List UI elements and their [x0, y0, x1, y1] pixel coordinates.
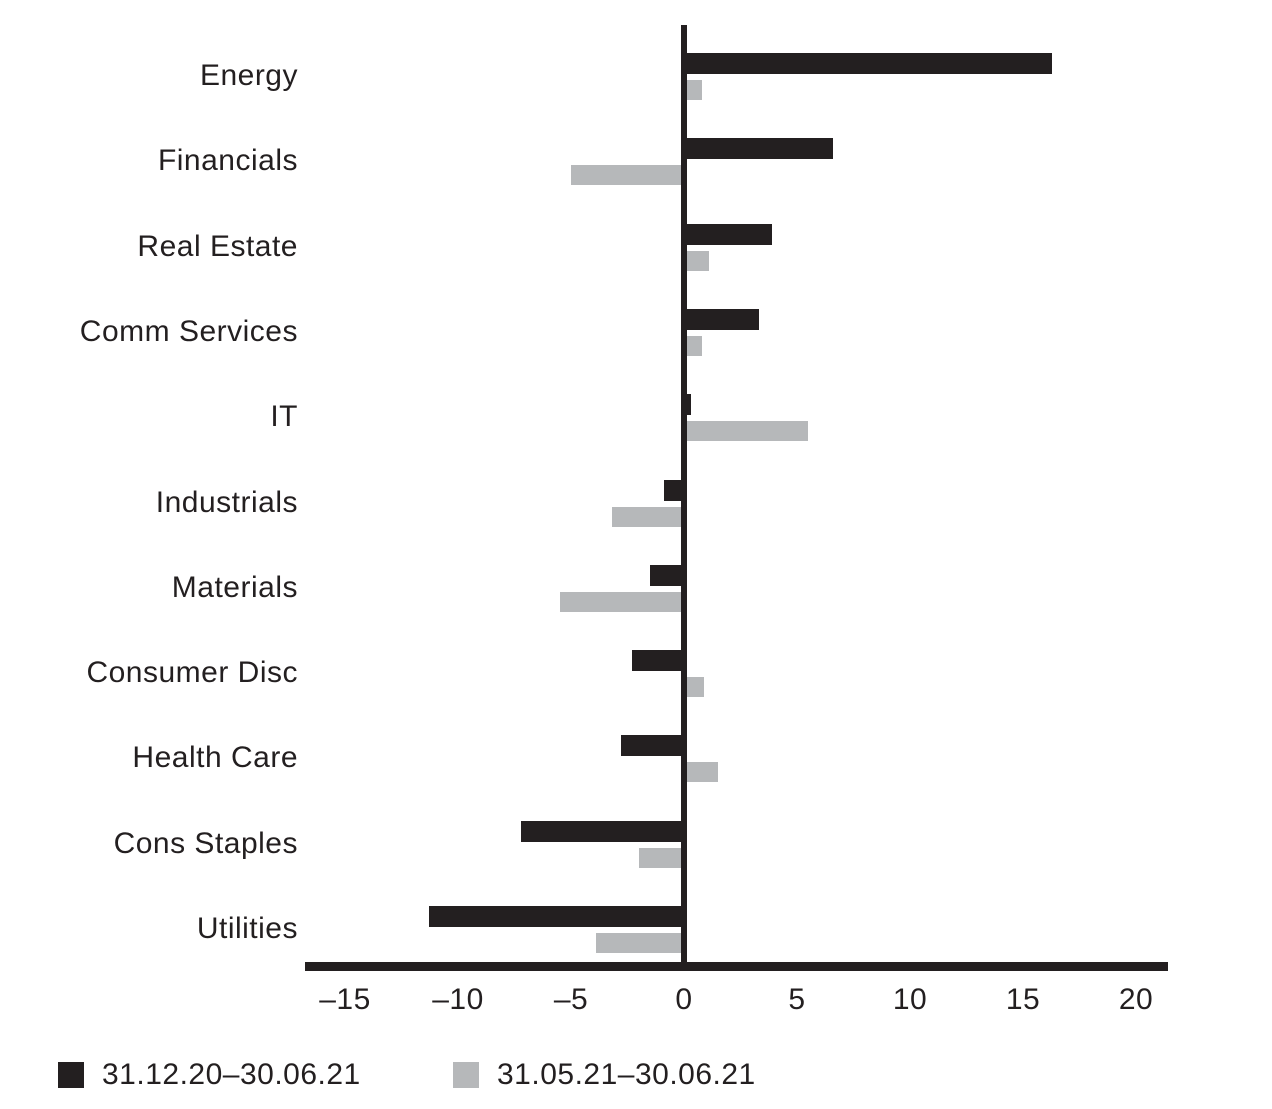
bar-light-utilities: [595, 933, 684, 953]
bar-dark-energy: [684, 53, 1053, 74]
bar-dark-utilities: [428, 906, 684, 927]
bar-light-energy: [684, 80, 703, 100]
bar-dark-real-estate: [684, 223, 773, 245]
x-tick-label--10: –10: [432, 983, 484, 1016]
bar-light-real-estate: [684, 250, 709, 271]
bar-dark-financials: [684, 138, 834, 160]
x-tick-label-15: 15: [1005, 983, 1041, 1016]
category-label-real-estate: Real Estate: [137, 229, 298, 263]
legend-swatch-dark: [58, 1062, 84, 1088]
x-tick-label--5: –5: [553, 983, 589, 1016]
category-label-it: IT: [270, 400, 298, 434]
legend-entry-period1: 31.12.20–30.06.21: [58, 1058, 361, 1092]
bar-dark-consumer-disc: [632, 650, 684, 672]
x-axis-line: [305, 962, 1168, 971]
bar-light-comm-services: [684, 335, 703, 356]
category-label-utilities: Utilities: [196, 912, 298, 945]
bar-dark-industrials: [663, 479, 684, 501]
x-tick-label--15: –15: [319, 983, 371, 1016]
legend: 31.12.20–30.06.21 31.05.21–30.06.21: [0, 1056, 1272, 1096]
x-tick-label-5: 5: [788, 983, 806, 1016]
legend-label-period2: 31.05.21–30.06.21: [497, 1058, 756, 1091]
x-tick-label-10: 10: [892, 983, 928, 1016]
bar-light-materials: [559, 591, 684, 612]
bar-light-cons-staples: [638, 847, 684, 868]
bar-dark-materials: [650, 564, 684, 586]
bar-dark-health-care: [620, 735, 684, 757]
bar-light-financials: [571, 165, 684, 186]
bar-dark-it: [684, 394, 691, 416]
category-label-materials: Materials: [171, 570, 298, 604]
legend-entry-period2: 31.05.21–30.06.21: [453, 1058, 756, 1092]
legend-swatch-light: [453, 1062, 479, 1088]
x-tick-label-20: 20: [1118, 983, 1154, 1016]
x-tick-label-0: 0: [675, 983, 693, 1016]
category-label-industrials: Industrials: [155, 485, 298, 519]
bar-dark-comm-services: [684, 308, 759, 330]
category-label-cons-staples: Cons Staples: [113, 826, 298, 860]
bar-light-health-care: [684, 762, 718, 783]
legend-label-period1: 31.12.20–30.06.21: [102, 1058, 361, 1091]
zero-axis-line: [681, 25, 687, 971]
category-label-consumer-disc: Consumer Disc: [86, 656, 298, 690]
bar-light-industrials: [611, 506, 684, 527]
category-label-comm-services: Comm Services: [79, 314, 298, 348]
bar-light-consumer-disc: [684, 677, 705, 698]
bar-light-it: [684, 421, 809, 442]
category-label-health-care: Health Care: [132, 741, 298, 775]
category-label-financials: Financials: [157, 144, 298, 178]
category-label-energy: Energy: [199, 59, 298, 92]
bar-dark-cons-staples: [521, 820, 684, 842]
